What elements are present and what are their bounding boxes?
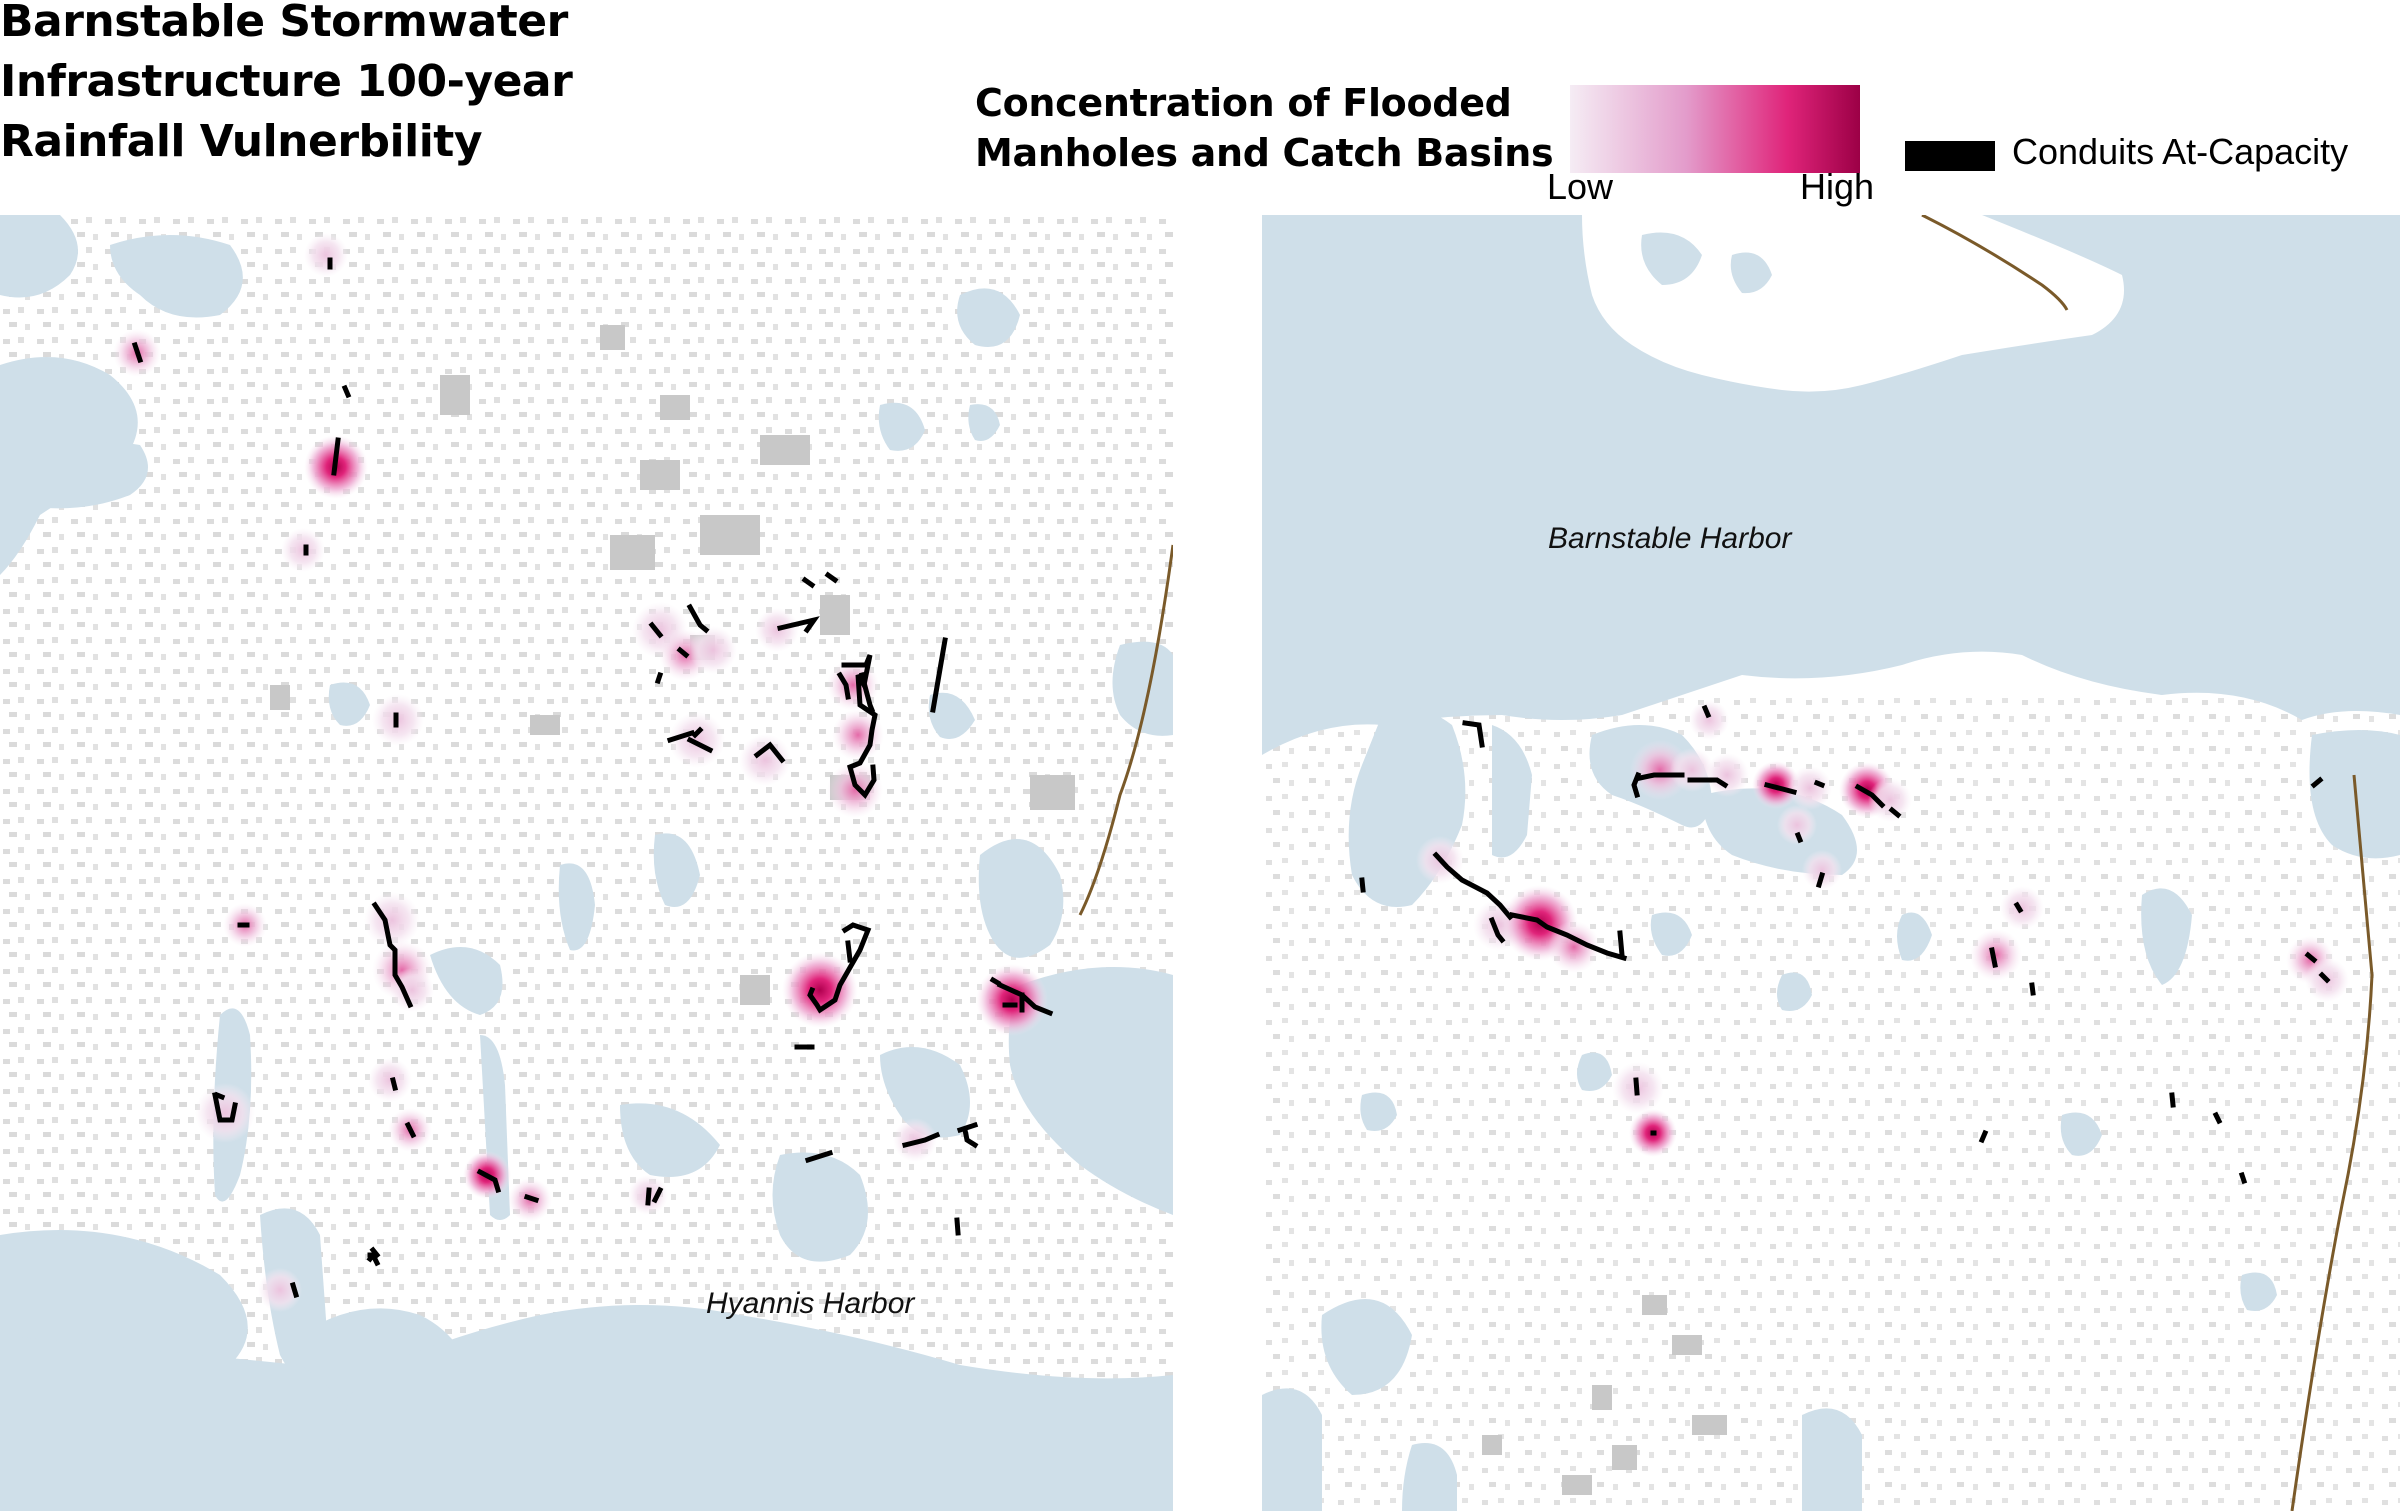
- flood-hotspots: [1416, 700, 2349, 1157]
- barnstable-harbor-map-panel[interactable]: Barnstable Harbor: [1262, 215, 2400, 1511]
- map-title-line-3: Rainfall Vulnerbility: [0, 116, 483, 167]
- conduit-legend-swatch: [1905, 141, 1995, 171]
- town-boundary-line: [2290, 774, 2374, 1511]
- sandy-neck-land: [1582, 215, 2124, 392]
- barnstable-harbor-map-canvas: [1262, 215, 2400, 1511]
- hyannis-harbor-label: Hyannis Harbor: [706, 1287, 915, 1320]
- hyannis-map-canvas: [0, 215, 1173, 1511]
- conduit-legend-label: Conduits At-Capacity: [2012, 131, 2349, 172]
- conduit-segments: [1359, 704, 2331, 1185]
- heat-gradient-bar: [1570, 85, 1860, 173]
- heat-legend-high-label: High: [1800, 166, 1875, 207]
- hyannis-map-panel[interactable]: Hyannis Harbor: [0, 215, 1173, 1511]
- town-boundary-line: [1078, 544, 1173, 916]
- map-title-line-1: Barnstable Stormwater: [0, 0, 568, 47]
- sandy-neck-water: [1641, 232, 1772, 294]
- sandy-neck-shore: [1921, 215, 2069, 311]
- map-title-line-2: Infrastructure 100-year: [0, 56, 573, 107]
- heat-legend-title-line-1: Concentration of Flooded: [975, 81, 1512, 125]
- building-clusters: [1482, 1295, 1727, 1495]
- map-title: Barnstable Stormwater Infrastructure 100…: [0, 0, 600, 172]
- heat-legend-title-line-2: Manholes and Catch Basins: [975, 131, 1554, 175]
- building-clusters: [270, 325, 1075, 1005]
- heat-legend-low-label: Low: [1547, 166, 1614, 207]
- conduit-segments: [131, 257, 1054, 1299]
- barnstable-harbor-label: Barnstable Harbor: [1548, 522, 1792, 555]
- heat-legend-title: Concentration of Flooded Manholes and Ca…: [975, 78, 1554, 178]
